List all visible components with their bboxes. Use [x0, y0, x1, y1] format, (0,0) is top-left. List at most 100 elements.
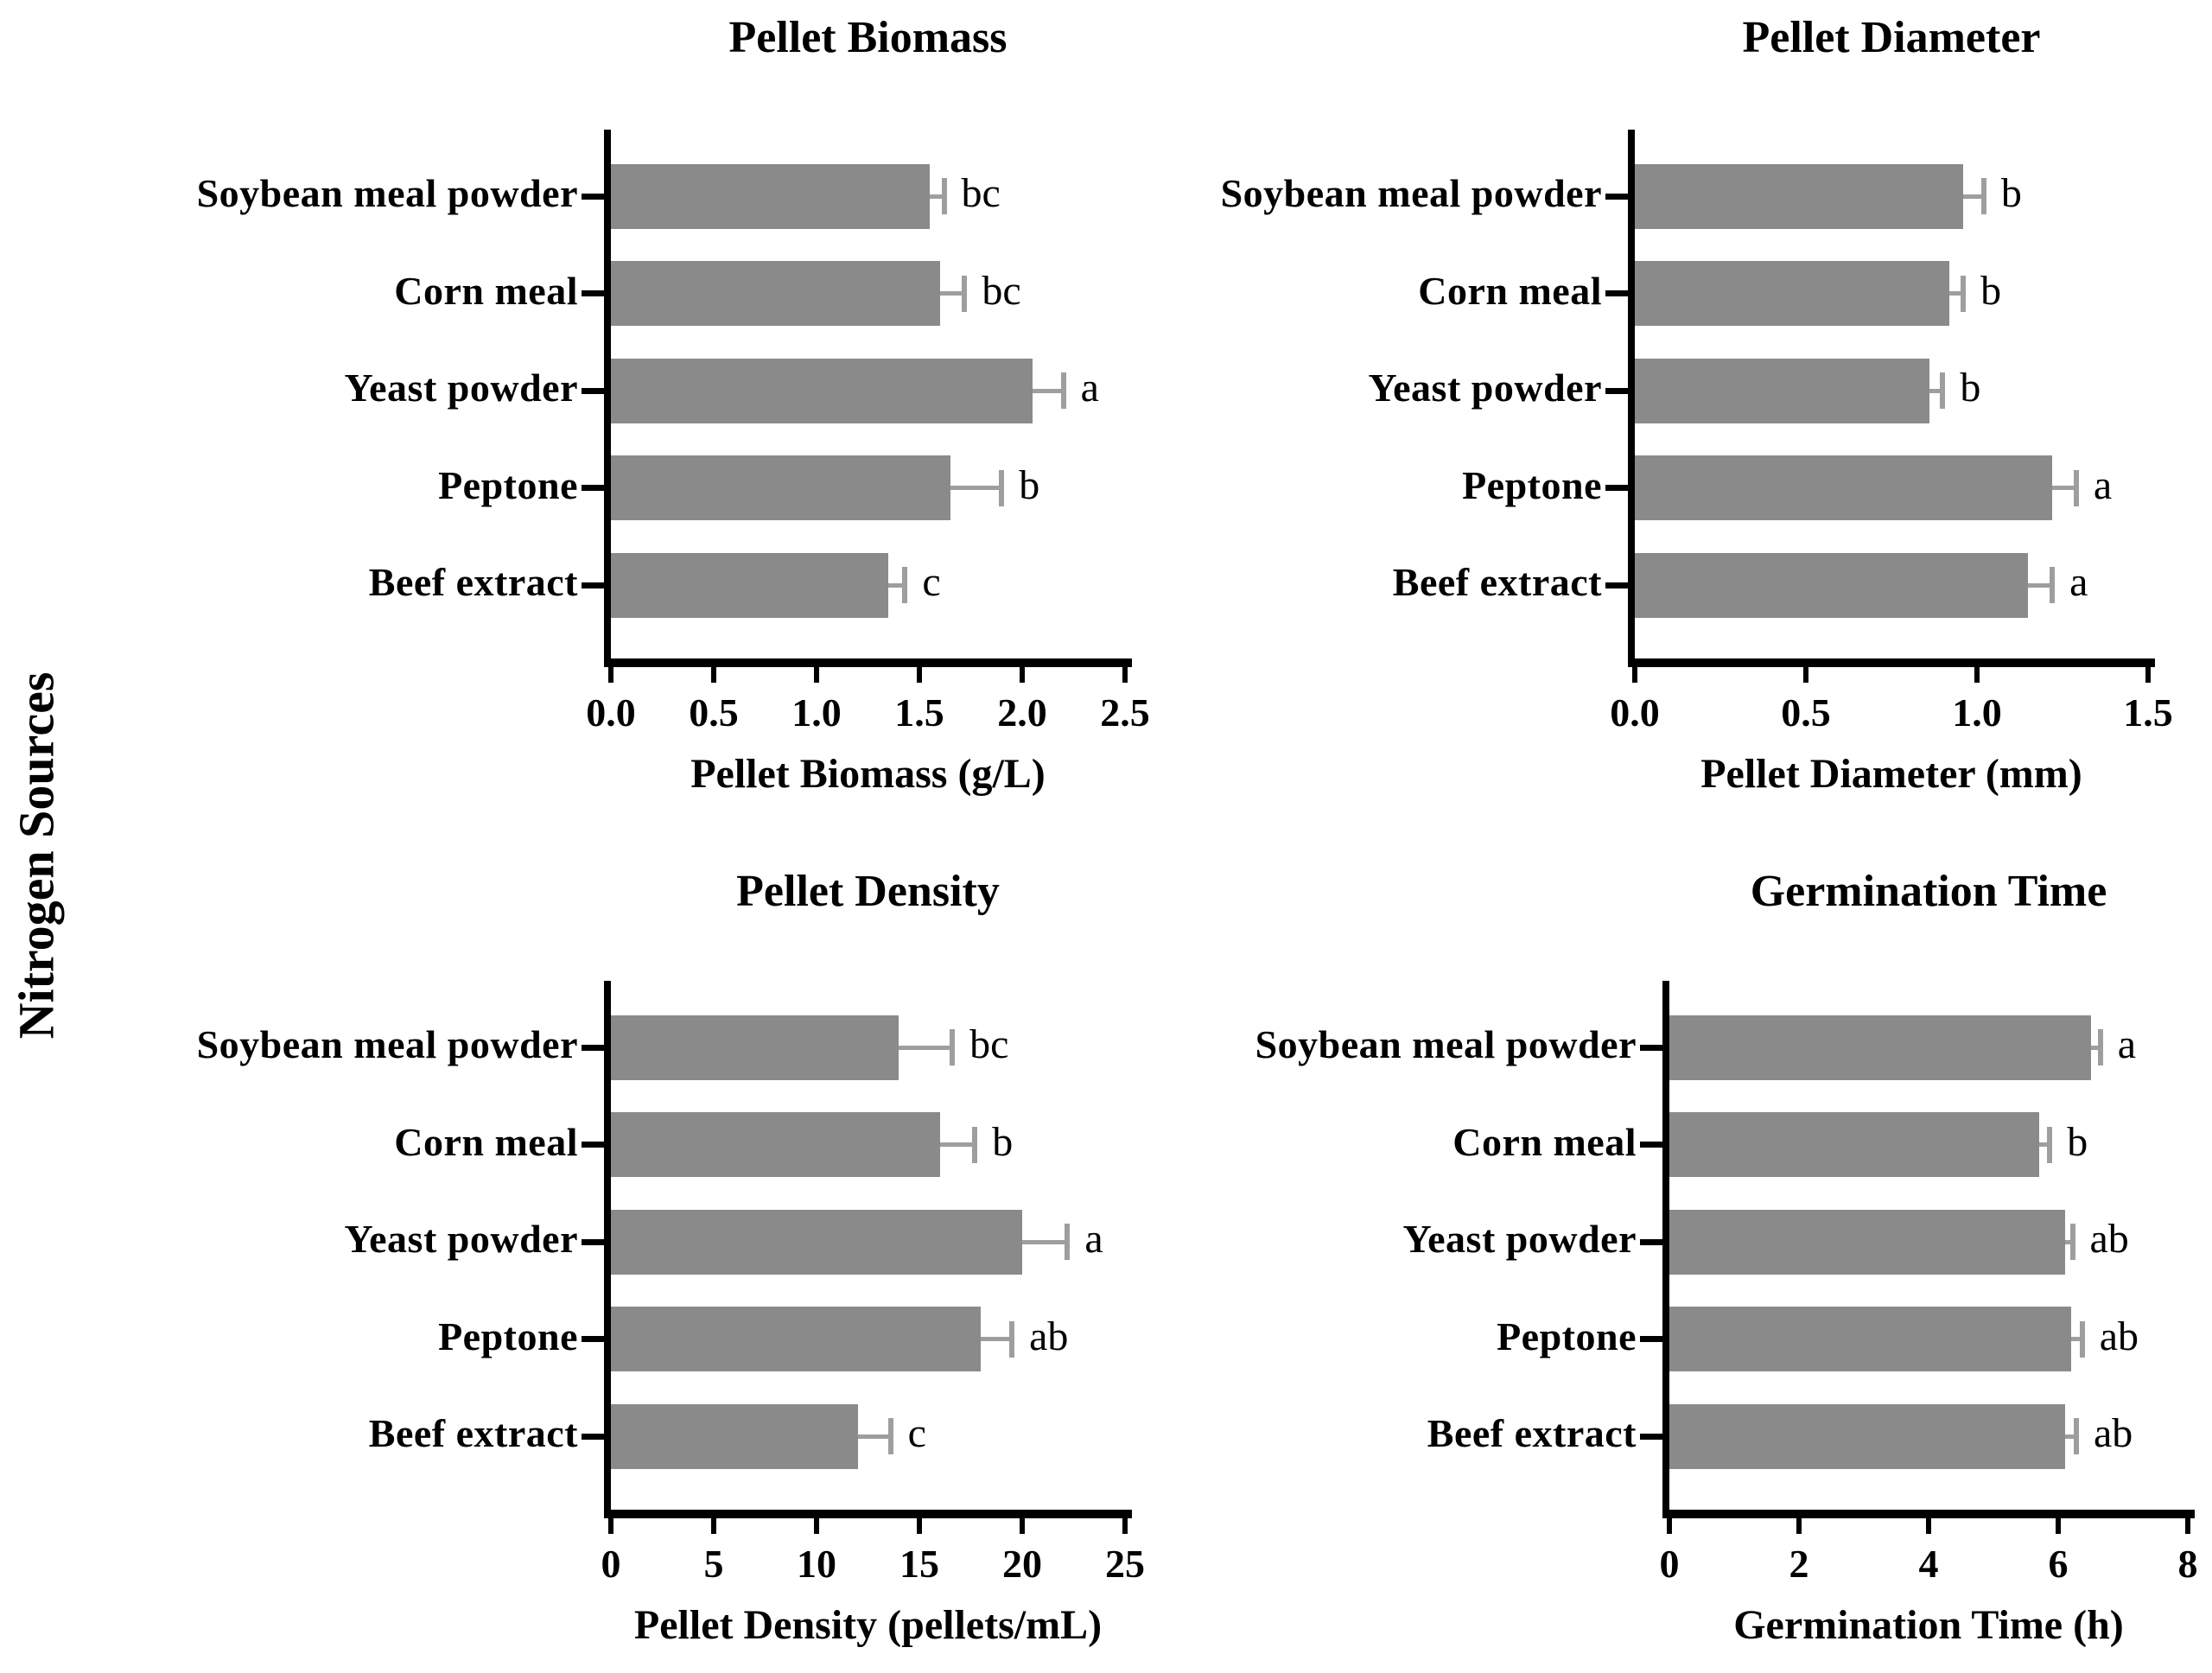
error-bar: [858, 1434, 891, 1439]
x-axis-title: Pellet Density (pellets/mL): [480, 1601, 1257, 1649]
x-tick-mark: [1667, 1518, 1672, 1534]
category-tick-mark: [582, 1239, 604, 1245]
significance-letter: b: [2067, 1118, 2205, 1166]
bar: [1669, 1112, 2039, 1177]
category-tick-mark: [1605, 194, 1628, 200]
bar: [1669, 1404, 2065, 1469]
x-tick-mark: [1803, 667, 1808, 683]
category-tick-mark: [582, 1045, 604, 1051]
category-tick-mark: [582, 388, 604, 394]
error-bar: [940, 291, 965, 296]
bar: [611, 455, 950, 520]
y-axis-line: [604, 981, 611, 1518]
error-bar: [981, 1337, 1012, 1341]
error-bar-cap: [902, 567, 907, 603]
x-tick-mark: [814, 667, 819, 683]
x-axis-title: Germination Time (h): [1540, 1601, 2212, 1649]
x-tick-mark: [608, 1518, 613, 1534]
x-tick-label: 4: [1868, 1541, 1989, 1587]
category-label: Corn meal: [6, 268, 578, 314]
chart-title: Pellet Biomass: [480, 12, 1257, 63]
bar: [611, 553, 888, 618]
y-axis-line: [604, 130, 611, 667]
category-label: Beef extract: [6, 1410, 578, 1456]
category-tick-mark: [1605, 388, 1628, 394]
x-axis-title: Pellet Biomass (g/L): [480, 750, 1257, 798]
significance-letter: c: [908, 1409, 1046, 1457]
significance-letter: ab: [2090, 1215, 2212, 1263]
x-tick-label: 1.5: [2088, 690, 2209, 735]
shared-y-axis-label: Nitrogen Sources: [8, 672, 66, 1040]
x-tick-mark: [2185, 1518, 2190, 1534]
bar: [1669, 1210, 2065, 1275]
x-tick-label: 0: [1609, 1541, 1730, 1587]
significance-letter: b: [1960, 364, 2098, 411]
significance-letter: a: [2094, 461, 2212, 509]
category-label: Yeast powder: [1030, 365, 1602, 410]
x-tick-mark: [1020, 667, 1025, 683]
bar: [611, 1112, 940, 1177]
error-bar-cap: [942, 178, 947, 214]
error-bar-cap: [2070, 1224, 2075, 1260]
significance-letter: a: [2069, 558, 2208, 606]
category-label: Corn meal: [1065, 1119, 1637, 1165]
x-tick-mark: [917, 667, 922, 683]
x-tick-mark: [1974, 667, 1980, 683]
error-bar-cap: [950, 1029, 955, 1066]
category-tick-mark: [1640, 1336, 1662, 1342]
figure-canvas: Nitrogen Sources Pellet Biomass0.00.51.0…: [0, 0, 2212, 1673]
category-label: Yeast powder: [6, 365, 578, 410]
category-tick-mark: [582, 1336, 604, 1342]
error-bar-cap: [1981, 178, 1986, 214]
x-axis-line: [604, 658, 1132, 667]
x-tick-mark: [2056, 1518, 2061, 1534]
x-tick-label: 8: [2127, 1541, 2212, 1587]
category-tick-mark: [582, 1434, 604, 1440]
bar: [1669, 1015, 2091, 1080]
category-tick-mark: [582, 485, 604, 491]
bar: [611, 164, 930, 229]
error-bar-cap: [2080, 1321, 2085, 1358]
chart-title: Pellet Diameter: [1503, 12, 2212, 63]
error-bar-cap: [1940, 372, 1945, 409]
category-tick-mark: [1605, 290, 1628, 296]
error-bar: [2028, 583, 2052, 588]
category-label: Peptone: [1030, 462, 1602, 508]
significance-letter: ab: [2094, 1409, 2212, 1457]
category-label: Corn meal: [1030, 268, 1602, 314]
x-tick-label: 2.5: [1065, 690, 1185, 735]
error-bar-cap: [962, 276, 967, 312]
category-tick-mark: [582, 290, 604, 296]
bar: [611, 1404, 858, 1469]
x-axis-line: [1662, 1510, 2195, 1518]
x-tick-mark: [1122, 1518, 1128, 1534]
category-tick-mark: [1605, 485, 1628, 491]
category-label: Peptone: [1065, 1314, 1637, 1359]
category-label: Yeast powder: [1065, 1216, 1637, 1262]
category-tick-mark: [1605, 582, 1628, 588]
x-tick-mark: [1796, 1518, 1802, 1534]
x-tick-mark: [1926, 1518, 1931, 1534]
error-bar-cap: [999, 470, 1004, 506]
category-label: Corn meal: [6, 1119, 578, 1165]
x-axis-line: [1628, 658, 2155, 667]
y-axis-line: [1662, 981, 1669, 1518]
x-tick-label: 0.0: [1574, 690, 1695, 735]
x-tick-mark: [711, 1518, 716, 1534]
x-tick-mark: [608, 667, 613, 683]
error-bar: [1022, 1240, 1067, 1244]
x-tick-mark: [1632, 667, 1637, 683]
x-tick-mark: [814, 1518, 819, 1534]
bar: [611, 359, 1033, 423]
category-tick-mark: [582, 194, 604, 200]
error-bar: [2052, 486, 2076, 490]
category-tick-mark: [1640, 1045, 1662, 1051]
error-bar: [940, 1142, 975, 1147]
category-tick-mark: [582, 582, 604, 588]
significance-letter: a: [2118, 1021, 2212, 1068]
x-tick-label: 6: [1998, 1541, 2119, 1587]
error-bar-cap: [2047, 1127, 2052, 1163]
bar: [611, 1307, 981, 1371]
y-axis-line: [1628, 130, 1635, 667]
category-tick-mark: [582, 1142, 604, 1148]
